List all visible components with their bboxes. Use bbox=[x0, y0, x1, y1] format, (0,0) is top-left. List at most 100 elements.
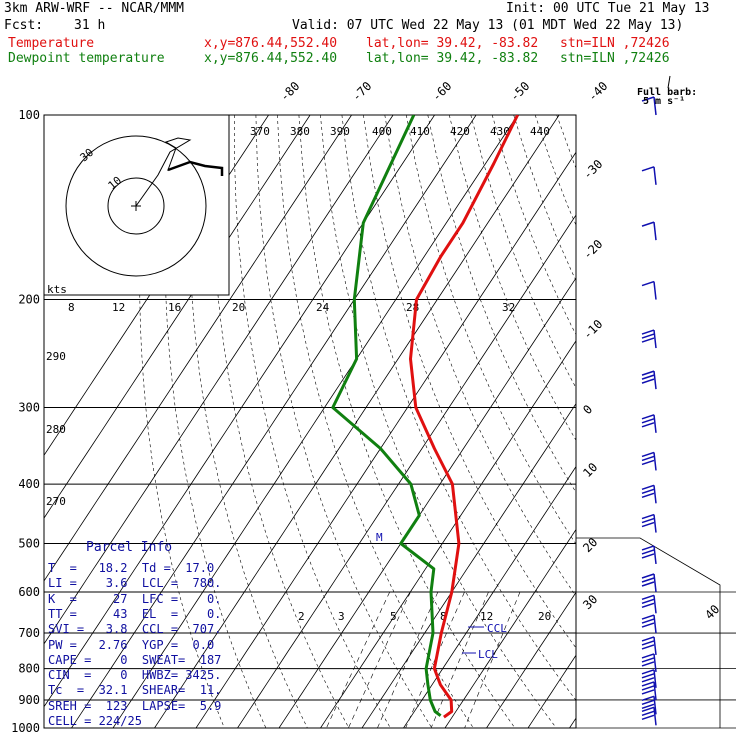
wind-barb-flag bbox=[641, 374, 655, 380]
isotherm-label-top: -70 bbox=[349, 79, 374, 104]
theta-e-label: 410 bbox=[410, 125, 430, 138]
barb-legend-value: 5 m s⁻¹ bbox=[643, 96, 685, 107]
valid-time: Valid: 07 UTC Wed 22 May 13 (01 MDT Wed … bbox=[292, 18, 684, 33]
dewpoint-label: Dewpoint temperature bbox=[8, 51, 165, 66]
isotherm bbox=[44, 115, 269, 457]
wind-barb-flag bbox=[641, 451, 655, 458]
wind-barb-staff bbox=[653, 371, 657, 390]
isotherm-label-right: -20 bbox=[580, 237, 605, 262]
wind-barb-flag bbox=[641, 695, 655, 702]
wind-barb-flag bbox=[641, 699, 655, 706]
dewpoint-latlon: lat,lon= 39.42, -83.82 bbox=[366, 51, 539, 66]
wind-barb-staff bbox=[653, 329, 657, 349]
wind-barb-staff bbox=[653, 414, 657, 433]
dry-adiabat bbox=[255, 115, 433, 728]
model-title: 3km ARW-WRF -- NCAR/MMM bbox=[4, 1, 185, 16]
parcel-info-row: Tc = 32.1 SHEAR= 11. bbox=[48, 683, 222, 698]
wind-barb-flag bbox=[641, 549, 655, 555]
dry-adiabat bbox=[643, 115, 740, 728]
wind-barb-flag bbox=[641, 681, 655, 687]
wind-barb-staff bbox=[653, 281, 657, 300]
dewpoint-profile bbox=[331, 115, 442, 717]
mixing-ratio-line bbox=[326, 591, 390, 728]
wind-barb-flag bbox=[641, 418, 655, 424]
wind-barb-staff bbox=[653, 573, 657, 593]
wind-barb-flag bbox=[641, 689, 655, 695]
theta-e-label: 400 bbox=[372, 125, 392, 138]
pressure-tick-label: 600 bbox=[18, 585, 40, 599]
wind-barb-staff bbox=[653, 222, 657, 241]
wind-barb-flag bbox=[641, 669, 655, 675]
wind-barb-staff bbox=[653, 707, 657, 726]
wind-barb-staff bbox=[653, 96, 657, 116]
wind-barb-flag bbox=[641, 640, 655, 646]
wind-barb bbox=[641, 681, 657, 701]
temperature-xy: x,y=876.44,552.40 bbox=[204, 36, 338, 51]
isotherm bbox=[320, 340, 576, 728]
parcel-info-row: SREH = 123 LAPSE= 5.9 bbox=[48, 698, 222, 713]
wind-barb-flag bbox=[641, 422, 655, 428]
dry-adiabat bbox=[600, 115, 740, 728]
wind-barb-flag bbox=[641, 573, 655, 579]
wind-barb-staff bbox=[653, 681, 657, 701]
wind-barb bbox=[641, 513, 657, 533]
theta-e-label: 440 bbox=[530, 125, 550, 138]
grid-clipped bbox=[44, 115, 740, 728]
wind-barb-flag bbox=[641, 513, 655, 520]
wind-barb-flag bbox=[641, 166, 655, 172]
wind-barb-flag bbox=[641, 710, 655, 717]
isotherm bbox=[154, 115, 560, 728]
dry-adiabat bbox=[188, 115, 308, 728]
hodograph: 10 30 kts bbox=[43, 114, 230, 296]
wind-barb bbox=[641, 706, 657, 726]
wind-barb-flag bbox=[641, 598, 655, 605]
wind-barb-flag bbox=[641, 553, 655, 559]
isotherm-label-top: -40 bbox=[585, 79, 610, 104]
header: 3km ARW-WRF -- NCAR/MMM Init: 00 UTC Tue… bbox=[0, 0, 740, 70]
wind-barb-staff bbox=[653, 669, 657, 688]
dry-adiabat bbox=[277, 115, 474, 728]
isotherm-label-top: -50 bbox=[507, 79, 532, 104]
wind-barb bbox=[641, 166, 657, 185]
wind-barb-flag bbox=[641, 673, 655, 679]
temperature-stn: stn=ILN ,72426 bbox=[560, 36, 670, 51]
temperature-label: Temperature bbox=[8, 36, 95, 51]
plot-frame bbox=[43, 114, 577, 729]
dry-adiabat bbox=[164, 115, 267, 728]
wind-barb-flag bbox=[641, 677, 655, 683]
barb-panel-edge bbox=[576, 537, 721, 728]
dry-adiabat bbox=[427, 115, 576, 493]
init-time: Init: 00 UTC Tue 21 May 13 bbox=[506, 1, 710, 16]
parcel-info-row: SVI = 3.8 CCL = 707. bbox=[48, 622, 222, 637]
dry-adiabat bbox=[449, 115, 576, 441]
isotherm bbox=[237, 214, 576, 728]
wind-barb-staff bbox=[653, 696, 657, 715]
pressure-tick-label: 400 bbox=[18, 477, 40, 491]
wind-barbs bbox=[641, 96, 657, 726]
parcel-info-row: PW = 2.76 YGP = 0.0 bbox=[48, 637, 215, 652]
isotherm-label-right: 30 bbox=[580, 592, 600, 612]
wind-barb-flag bbox=[641, 636, 655, 642]
wind-barb-flag bbox=[641, 703, 655, 710]
theta-e-label: 370 bbox=[250, 125, 270, 138]
wind-barb bbox=[641, 669, 657, 688]
wind-barb-flag bbox=[641, 594, 655, 601]
isotherm bbox=[71, 115, 477, 728]
parcel-info-panel: Parcel Info T = 18.2 Td = 17.0 LI = 3.6 L… bbox=[44, 538, 230, 728]
dewpoint-stn: stn=ILN ,72426 bbox=[560, 51, 670, 66]
wind-barb-flag bbox=[641, 337, 655, 343]
wind-barb bbox=[641, 451, 657, 471]
wind-barb bbox=[641, 370, 657, 390]
dry-adiabat bbox=[384, 115, 576, 597]
wind-barb-flag bbox=[641, 333, 655, 339]
wind-barb-flag bbox=[641, 657, 655, 663]
mixing-ratio-label-top: 20 bbox=[232, 301, 245, 314]
wind-barb-flag bbox=[641, 378, 655, 384]
parcel-info-row: K = 27 LFC = 0. bbox=[48, 591, 222, 606]
isotherm bbox=[195, 151, 576, 728]
theta-e-label: 380 bbox=[290, 125, 310, 138]
dry-adiabat bbox=[341, 115, 576, 701]
pressure-tick-label: 500 bbox=[18, 536, 40, 550]
dry-adiabat bbox=[139, 115, 225, 728]
dry-adiabat bbox=[578, 115, 740, 728]
